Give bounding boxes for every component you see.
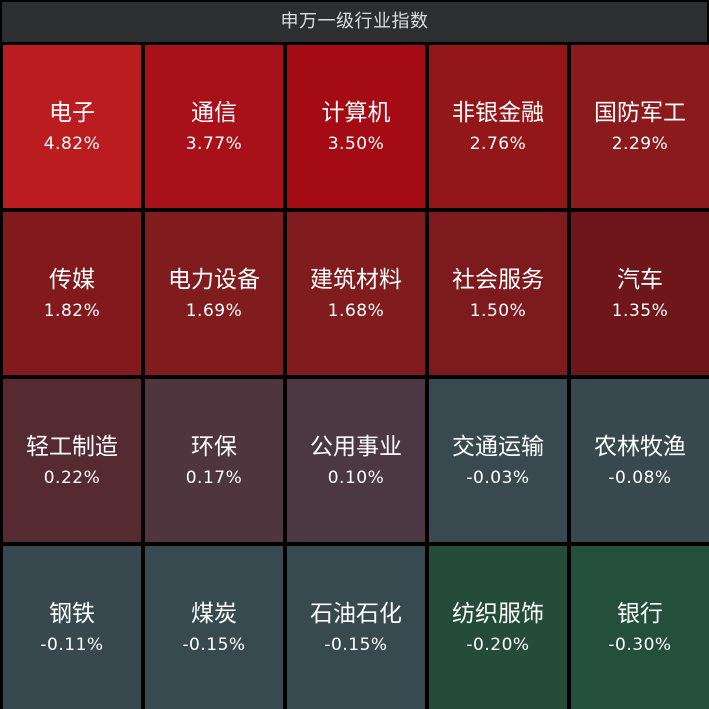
heatmap-cell[interactable]: 煤炭 -0.15%	[145, 546, 283, 709]
cell-value: -0.15%	[324, 635, 388, 655]
heatmap-cell[interactable]: 电子 4.82%	[3, 45, 141, 208]
heatmap-cell[interactable]: 银行 -0.30%	[571, 546, 709, 709]
heatmap-grid: 电子 4.82% 通信 3.77% 计算机 3.50% 非银金融 2.76% 国防军工 2.29%…	[3, 45, 709, 709]
cell-value: 3.77%	[185, 134, 243, 154]
heatmap-cell[interactable]: 钢铁 -0.11%	[3, 546, 141, 709]
cell-value: 2.29%	[611, 134, 669, 154]
cell-label: 石油石化	[310, 601, 402, 627]
heatmap-cell[interactable]: 公用事业 0.10%	[287, 379, 425, 542]
cell-label: 通信	[191, 100, 237, 126]
cell-value: -0.11%	[40, 635, 104, 655]
cell-label: 环保	[191, 434, 237, 460]
cell-label: 纺织服饰	[452, 601, 544, 627]
heatmap-cell[interactable]: 交通运输 -0.03%	[429, 379, 567, 542]
cell-label: 公用事业	[310, 434, 402, 460]
heatmap-cell[interactable]: 计算机 3.50%	[287, 45, 425, 208]
heatmap-cell[interactable]: 电力设备 1.69%	[145, 212, 283, 375]
heatmap-cell[interactable]: 建筑材料 1.68%	[287, 212, 425, 375]
cell-label: 银行	[617, 601, 663, 627]
cell-label: 汽车	[617, 267, 663, 293]
heatmap-cell[interactable]: 传媒 1.82%	[3, 212, 141, 375]
cell-label: 轻工制造	[26, 434, 118, 460]
cell-label: 钢铁	[49, 601, 95, 627]
cell-label: 电力设备	[168, 267, 260, 293]
cell-label: 国防军工	[594, 100, 686, 126]
heatmap-cell[interactable]: 纺织服饰 -0.20%	[429, 546, 567, 709]
cell-label: 建筑材料	[310, 267, 402, 293]
cell-label: 煤炭	[191, 601, 237, 627]
cell-label: 传媒	[49, 267, 95, 293]
chart-title: 申万一级行业指数	[2, 2, 707, 42]
cell-value: 0.10%	[327, 468, 385, 488]
cell-value: -0.03%	[466, 468, 530, 488]
cell-value: 2.76%	[469, 134, 527, 154]
heatmap-cell[interactable]: 轻工制造 0.22%	[3, 379, 141, 542]
cell-label: 社会服务	[452, 267, 544, 293]
heatmap-cell[interactable]: 通信 3.77%	[145, 45, 283, 208]
cell-value: 1.68%	[327, 301, 385, 321]
cell-value: 1.82%	[43, 301, 101, 321]
cell-label: 电子	[49, 100, 95, 126]
heatmap-cell[interactable]: 社会服务 1.50%	[429, 212, 567, 375]
cell-value: 3.50%	[327, 134, 385, 154]
heatmap-cell[interactable]: 非银金融 2.76%	[429, 45, 567, 208]
cell-value: -0.15%	[182, 635, 246, 655]
cell-value: 0.17%	[185, 468, 243, 488]
cell-label: 计算机	[321, 100, 391, 126]
cell-label: 农林牧渔	[594, 434, 686, 460]
cell-value: -0.30%	[608, 635, 672, 655]
heatmap-cell[interactable]: 国防军工 2.29%	[571, 45, 709, 208]
cell-value: 0.22%	[43, 468, 101, 488]
cell-value: 1.69%	[185, 301, 243, 321]
cell-value: 4.82%	[43, 134, 101, 154]
cell-label: 非银金融	[452, 100, 544, 126]
cell-value: 1.35%	[611, 301, 669, 321]
cell-label: 交通运输	[452, 434, 544, 460]
cell-value: 1.50%	[469, 301, 527, 321]
heatmap-cell[interactable]: 环保 0.17%	[145, 379, 283, 542]
cell-value: -0.08%	[608, 468, 672, 488]
cell-value: -0.20%	[466, 635, 530, 655]
heatmap-cell[interactable]: 农林牧渔 -0.08%	[571, 379, 709, 542]
heatmap-cell[interactable]: 汽车 1.35%	[571, 212, 709, 375]
heatmap-cell[interactable]: 石油石化 -0.15%	[287, 546, 425, 709]
